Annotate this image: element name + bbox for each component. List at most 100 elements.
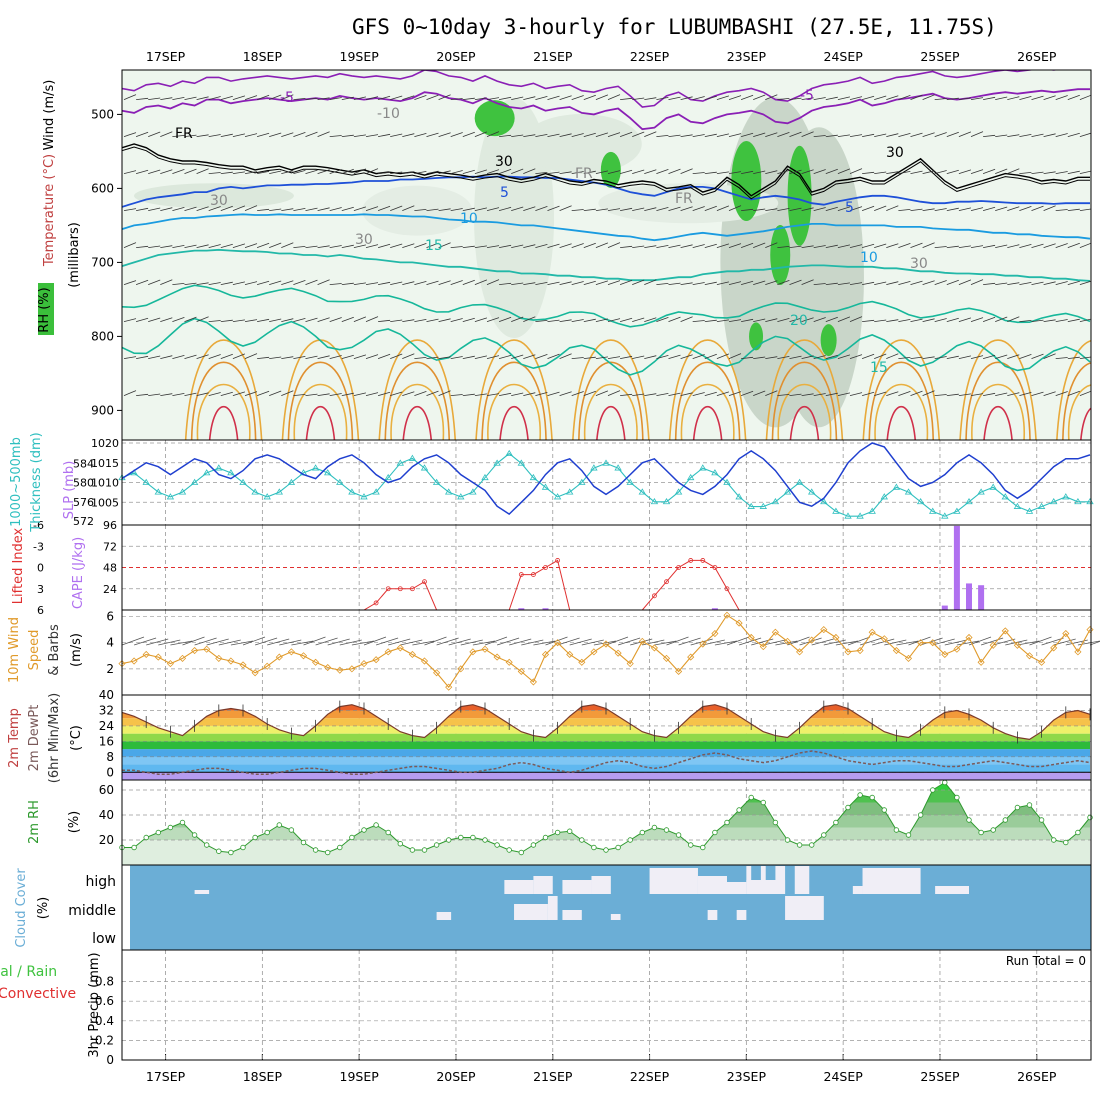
wind-barb	[922, 356, 935, 359]
wind-barb	[535, 206, 548, 211]
wind-barb	[813, 283, 826, 285]
wind-barb	[220, 95, 233, 100]
wind-barb	[763, 639, 786, 646]
wind-barb	[789, 317, 802, 322]
wind-barb	[474, 393, 487, 396]
wind-barb	[801, 245, 814, 248]
wind-barb	[1019, 320, 1032, 322]
wind-barb	[861, 353, 875, 359]
wind-barb	[220, 205, 233, 211]
wind-barb	[160, 355, 173, 359]
wind-barb	[632, 97, 645, 100]
wind-speed-marker	[396, 644, 404, 652]
wind-speed-marker	[203, 645, 211, 653]
freezing-level	[122, 143, 1090, 197]
wind-barb	[414, 281, 427, 285]
wind-barb	[644, 169, 657, 174]
wind-barb	[656, 169, 669, 174]
temp-contour-warm	[572, 339, 650, 440]
li-marker	[422, 579, 427, 585]
wind-barb	[523, 96, 536, 100]
wind-barb	[499, 282, 512, 285]
wind-barb	[158, 639, 181, 646]
wind-barb	[486, 169, 500, 174]
date-label: 19SEP	[340, 1069, 380, 1084]
cape-bar	[518, 608, 525, 610]
wind-barb	[365, 134, 379, 137]
wind-speed-marker	[892, 646, 900, 655]
thickness-marker	[590, 464, 598, 471]
wind-barb	[426, 318, 439, 322]
temp-contour-warm	[1062, 362, 1091, 440]
wind-barb	[837, 392, 850, 396]
wind-barb	[123, 170, 137, 174]
li-marker	[409, 586, 415, 592]
rh-marker	[252, 834, 258, 841]
thickness-marker	[469, 488, 477, 495]
wind-barb	[281, 208, 294, 211]
cape-bar	[978, 585, 985, 610]
wind-barb	[1043, 205, 1056, 211]
wind-barb	[317, 355, 330, 359]
wind-barb	[789, 97, 802, 100]
li-marker	[700, 558, 706, 563]
wind-barb	[1067, 94, 1080, 100]
wind-barb	[293, 208, 306, 211]
wind-barb	[607, 170, 621, 174]
wind-barb	[402, 281, 415, 285]
stability-panel: 6 3 0 -3 -6 24 48 72 96	[33, 519, 1091, 617]
wind-speed-marker	[360, 660, 368, 668]
rh-marker	[228, 849, 234, 856]
wind-barb	[462, 317, 475, 322]
wind-barb	[968, 636, 992, 646]
rh-tick: 40	[99, 808, 114, 822]
rh-marker	[809, 842, 815, 848]
wind-barb	[293, 98, 306, 100]
wind-barb	[644, 279, 657, 285]
wind-barb	[958, 131, 972, 137]
thick-tick: 576	[73, 496, 94, 509]
wind-barb	[293, 170, 306, 174]
wind-barb	[946, 355, 959, 359]
date-label: 24SEP	[824, 49, 864, 64]
wind-barb	[547, 353, 560, 359]
wind-barb	[607, 390, 621, 396]
wind-barb	[777, 394, 790, 396]
left-axis-labels: Wind (m/s) Temperature (°C) (millibars) RH …	[0, 80, 102, 1058]
wind-barb	[934, 280, 947, 285]
wind-barb	[1067, 170, 1080, 174]
wind-barb	[765, 356, 778, 359]
wind-barb	[267, 638, 290, 646]
wind-speed-marker	[723, 611, 731, 619]
wind-barb	[946, 279, 959, 285]
date-axis-top: 17SEP 18SEP 19SEP 20SEP 21SEP 22SEP 23SEP 24SEP…	[146, 49, 1057, 76]
thickness-marker	[457, 493, 465, 500]
wind-barb	[644, 245, 657, 248]
wind-barb	[460, 639, 483, 646]
temp-band	[122, 718, 1090, 726]
thickness-marker	[747, 502, 755, 509]
wind-barb	[547, 243, 560, 248]
wind-barb	[281, 390, 294, 396]
wind-barb	[244, 205, 258, 211]
wind-barb	[980, 637, 1004, 646]
wind-barb	[1007, 354, 1020, 359]
wind-barb	[390, 353, 403, 359]
wind-barb	[486, 97, 500, 100]
wind-barb	[777, 208, 790, 211]
wind-barb	[244, 243, 258, 248]
wind-barb	[1079, 132, 1091, 137]
wind-barb	[620, 393, 633, 396]
thickness-marker	[432, 478, 441, 485]
wind-barb	[146, 638, 169, 646]
cape-tick: 96	[103, 519, 117, 532]
wind-barb	[486, 131, 500, 137]
wind-barb	[329, 355, 342, 359]
wind-barb	[148, 131, 161, 137]
li-marker	[724, 586, 730, 592]
wind-barb	[206, 638, 229, 646]
wind-barb	[257, 356, 270, 359]
wind-barb	[789, 355, 802, 359]
rh-marker	[651, 824, 658, 831]
